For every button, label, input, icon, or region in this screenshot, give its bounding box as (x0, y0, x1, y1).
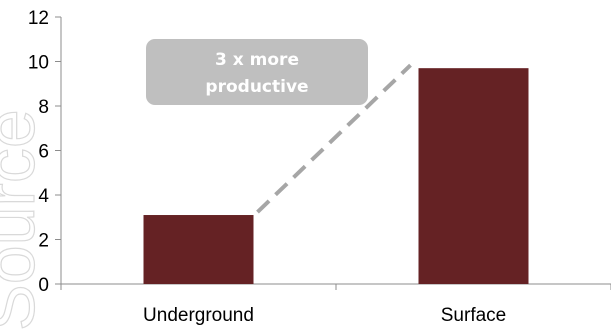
annotation-box (146, 39, 368, 105)
y-tick-label: 2 (38, 231, 49, 252)
category-label: Surface (441, 305, 506, 326)
y-tick-labels: 0 2 4 6 8 10 12 (28, 8, 50, 296)
y-tick-label: 4 (38, 186, 49, 207)
bar-surface (418, 68, 529, 284)
y-tick-label: 12 (28, 8, 49, 29)
y-tick-label: 6 (38, 142, 49, 163)
bar-underground (143, 215, 254, 284)
annotation: 3 x more productive (146, 39, 368, 105)
y-tick-label: 10 (28, 53, 49, 74)
watermark-text: Source (0, 109, 49, 331)
annotation-text: productive (205, 77, 308, 97)
annotation-text: 3 x more (215, 50, 299, 70)
y-tick-label: 8 (38, 97, 49, 118)
bars (143, 68, 529, 284)
connector-layer (256, 63, 412, 214)
watermark: Source (0, 109, 50, 331)
y-tick-label: 0 (38, 275, 49, 296)
x-category-labels: Underground Surface (143, 305, 506, 326)
category-label: Underground (143, 305, 254, 326)
dashed-connector (256, 63, 412, 214)
